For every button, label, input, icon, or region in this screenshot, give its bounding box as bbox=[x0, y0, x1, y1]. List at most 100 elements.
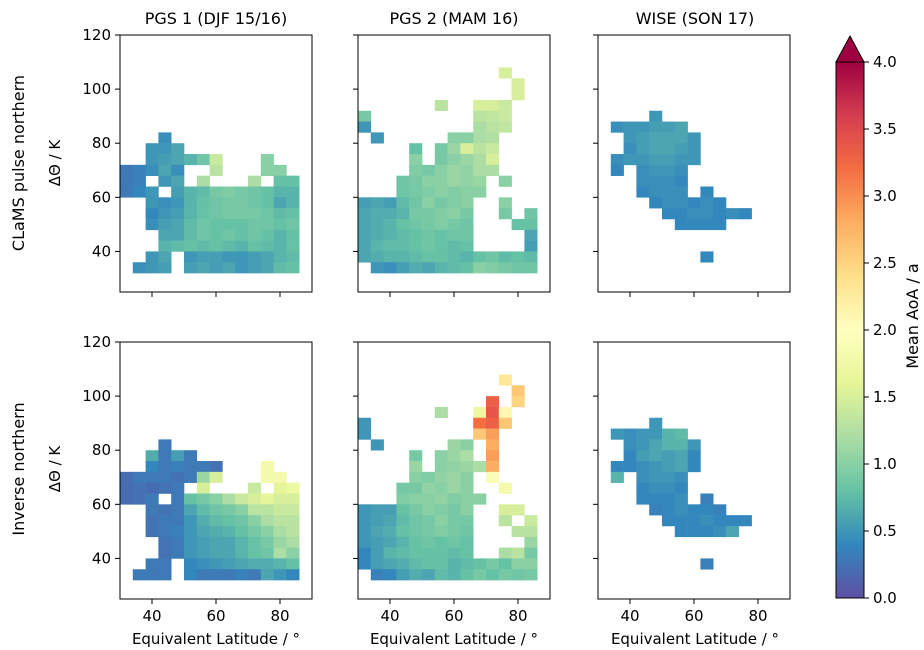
heatmap-cell bbox=[687, 154, 701, 166]
heatmap-cell bbox=[171, 218, 185, 231]
heatmap-cell bbox=[383, 558, 397, 570]
heatmap-cell bbox=[409, 515, 423, 527]
x-tick-label: 60 bbox=[684, 607, 703, 625]
y-tick-label: 120 bbox=[82, 26, 111, 44]
heatmap-cell bbox=[422, 515, 436, 527]
heatmap-cell bbox=[662, 461, 676, 473]
heatmap-cell bbox=[273, 251, 287, 263]
heatmap-cell bbox=[434, 493, 448, 505]
y-tick-label: 100 bbox=[82, 80, 111, 98]
heatmap-cell bbox=[422, 229, 436, 241]
heatmap-cell bbox=[409, 262, 423, 274]
heatmap-cell bbox=[434, 547, 448, 559]
heatmap-cell bbox=[434, 218, 448, 231]
heatmap-cell bbox=[473, 262, 487, 274]
heatmap-cell bbox=[674, 428, 688, 440]
heatmap-cell bbox=[473, 154, 487, 166]
heatmap-cell bbox=[248, 515, 262, 527]
heatmap-cell bbox=[473, 143, 487, 155]
heatmap-cell bbox=[700, 525, 714, 538]
heatmap-cell bbox=[196, 504, 210, 516]
heatmap-cell bbox=[184, 471, 198, 483]
heatmap-cell bbox=[434, 175, 448, 187]
heatmap-cell bbox=[511, 558, 525, 570]
heatmap-cell bbox=[184, 461, 198, 473]
heatmap-cell bbox=[145, 262, 159, 274]
heatmap-cell bbox=[248, 482, 262, 494]
heatmap-cell bbox=[422, 569, 436, 581]
heatmap-cell bbox=[370, 558, 384, 570]
heatmap-cell bbox=[145, 143, 159, 155]
heatmap-cell bbox=[649, 186, 663, 198]
heatmap-cell bbox=[498, 482, 512, 494]
heatmap-cell bbox=[434, 229, 448, 241]
heatmap-cell bbox=[434, 536, 448, 548]
heatmap-cell bbox=[486, 558, 500, 570]
heatmap-cell bbox=[358, 547, 372, 559]
heatmap-cell bbox=[649, 482, 663, 494]
heatmap-cell bbox=[662, 504, 676, 516]
x-tick-label: 40 bbox=[380, 607, 399, 625]
heatmap-cell bbox=[511, 89, 525, 101]
heatmap-cell bbox=[370, 208, 384, 220]
heatmap-cell bbox=[158, 471, 172, 483]
heatmap-cell bbox=[623, 439, 637, 451]
heatmap-cell bbox=[184, 186, 198, 198]
heatmap-cell bbox=[409, 240, 423, 252]
heatmap-cell bbox=[409, 164, 423, 176]
heatmap-cell bbox=[286, 547, 300, 559]
heatmap-cell bbox=[209, 536, 223, 548]
heatmap-cell bbox=[145, 504, 159, 516]
y-tick-label: 80 bbox=[92, 134, 111, 152]
heatmap-cell bbox=[460, 175, 474, 187]
heatmap-cell bbox=[158, 251, 172, 263]
heatmap-cell bbox=[260, 515, 274, 527]
heatmap-cell bbox=[409, 175, 423, 187]
heatmap-cell bbox=[434, 558, 448, 570]
heatmap-cell bbox=[260, 504, 274, 516]
heatmap-cell bbox=[649, 121, 663, 133]
heatmap-cell bbox=[460, 439, 474, 451]
heatmap-cell bbox=[145, 471, 159, 483]
heatmap-cell bbox=[171, 471, 185, 483]
heatmap-cell bbox=[511, 262, 525, 274]
heatmap-cell bbox=[473, 132, 487, 144]
heatmap-cell bbox=[370, 569, 384, 581]
heatmap-cell bbox=[171, 525, 185, 538]
heatmap-cell bbox=[260, 154, 274, 166]
heatmap-cell bbox=[524, 547, 538, 559]
heatmap-cell bbox=[511, 504, 525, 516]
xlabel-2: Equivalent Latitude / ° bbox=[370, 630, 538, 648]
heatmap-cell bbox=[447, 229, 461, 241]
heatmap-cell bbox=[171, 450, 185, 462]
heatmap-cell bbox=[636, 132, 650, 144]
heatmap-cell bbox=[383, 197, 397, 209]
heatmap-cell bbox=[184, 504, 198, 516]
heatmap-cell bbox=[662, 175, 676, 187]
heatmap-cell bbox=[473, 406, 487, 419]
heatmap-cell bbox=[434, 461, 448, 473]
y-tick-label: 80 bbox=[92, 441, 111, 459]
heatmap-cell bbox=[409, 218, 423, 231]
heatmap-cell bbox=[145, 208, 159, 220]
heatmap-cell bbox=[273, 515, 287, 527]
heatmap-cell bbox=[486, 121, 500, 133]
heatmap-cell bbox=[473, 186, 487, 198]
heatmap-cell bbox=[132, 164, 146, 176]
heatmap-cell bbox=[235, 208, 249, 220]
heatmap-cell bbox=[222, 229, 236, 241]
heatmap-cell bbox=[460, 558, 474, 570]
heatmap-cell bbox=[273, 208, 287, 220]
heatmap-cell bbox=[434, 504, 448, 516]
heatmap-cell bbox=[511, 218, 525, 231]
heatmap-cell bbox=[409, 471, 423, 483]
heatmap-cell bbox=[687, 450, 701, 462]
heatmap-cell bbox=[422, 164, 436, 176]
heatmap-cell bbox=[422, 240, 436, 252]
heatmap-cell bbox=[248, 197, 262, 209]
heatmap-cell bbox=[511, 385, 525, 397]
heatmap-cell bbox=[273, 569, 287, 581]
heatmap-cell bbox=[222, 218, 236, 231]
heatmap-cell bbox=[409, 558, 423, 570]
heatmap-cell bbox=[248, 569, 262, 581]
